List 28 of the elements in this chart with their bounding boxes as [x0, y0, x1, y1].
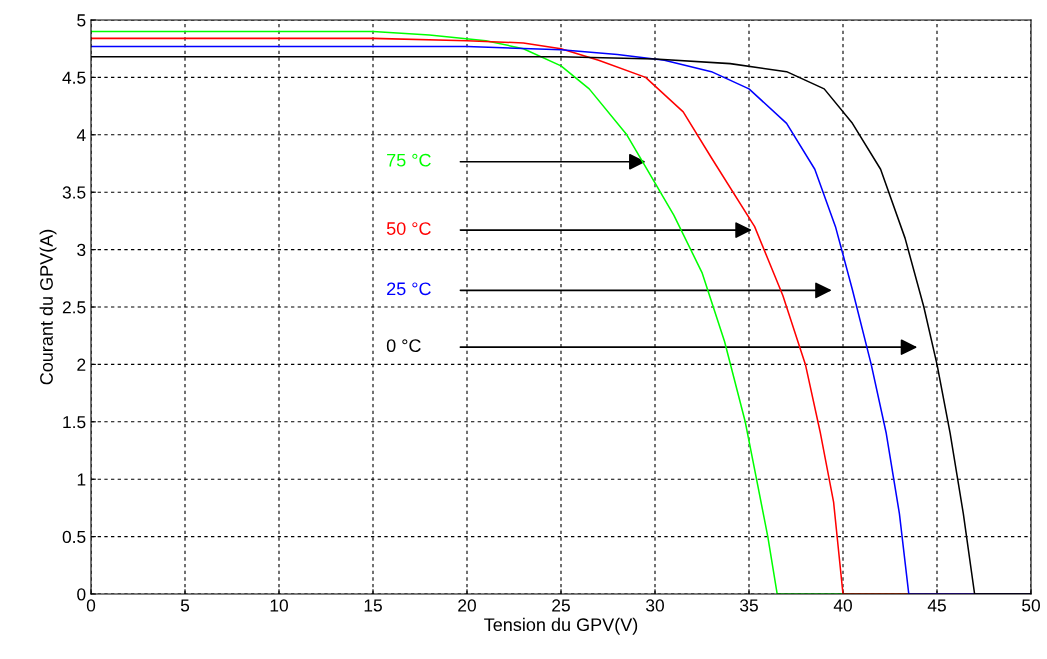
x-tick-label: 35: [740, 599, 758, 612]
x-tick-label: 40: [833, 599, 852, 612]
y-tick-label: 1: [77, 473, 86, 486]
y-axis-title: Courant du GPV(A): [39, 229, 57, 385]
x-tick-label: 30: [646, 599, 664, 612]
y-tick-label: 0: [77, 588, 86, 601]
x-tick-label: 15: [364, 599, 382, 612]
annotation: 25 °C: [387, 282, 431, 296]
y-tick-label: 1.5: [63, 416, 86, 429]
y-tick-label: 3: [77, 243, 86, 257]
x-tick-label: 20: [458, 599, 476, 612]
y-tick-label: 2.5: [62, 301, 86, 314]
x-tick-label: 45: [927, 599, 946, 612]
annotation: 0 °C: [386, 339, 421, 353]
x-tick-label: 50: [1022, 599, 1040, 612]
y-tick-label: 3.5: [62, 186, 86, 199]
y-tick-label: 4.5: [62, 71, 86, 84]
y-tick-label: 2: [77, 358, 86, 371]
annotation: 50 °C: [386, 222, 431, 235]
x-axis-title: Tension du GPV(V): [484, 617, 638, 635]
y-tick-label: 5: [77, 14, 86, 27]
x-tick-label: 5: [180, 599, 190, 612]
x-tick-label: 0: [86, 599, 96, 612]
x-tick-label: 25: [552, 599, 570, 612]
annotation: 75 °C: [387, 153, 431, 167]
y-tick-label: 4: [76, 129, 86, 142]
x-tick-label: 10: [270, 599, 288, 612]
y-tick-label: 0.5: [62, 530, 86, 544]
